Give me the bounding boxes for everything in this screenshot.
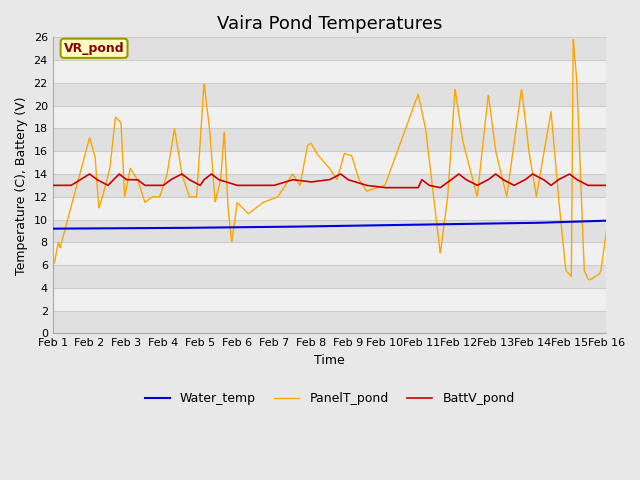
- Bar: [52, 60, 607, 83]
- Bar: [52, 242, 607, 265]
- BattV_pond: [603, 182, 611, 188]
- PanelT_pond: [603, 228, 611, 234]
- Line: Water_temp: Water_temp: [52, 221, 607, 228]
- PanelT_pond: [587, 276, 595, 282]
- Water_temp: [77, 226, 84, 231]
- Line: PanelT_pond: PanelT_pond: [52, 39, 607, 280]
- Bar: [52, 174, 607, 197]
- Text: VR_pond: VR_pond: [64, 42, 124, 55]
- PanelT_pond: [77, 167, 84, 173]
- Bar: [52, 311, 607, 334]
- BattV_pond: [207, 171, 215, 177]
- BattV_pond: [381, 185, 389, 191]
- Water_temp: [485, 221, 493, 227]
- Bar: [52, 197, 607, 219]
- BattV_pond: [485, 176, 493, 182]
- Water_temp: [318, 223, 326, 229]
- BattV_pond: [304, 179, 312, 184]
- BattV_pond: [587, 182, 595, 188]
- Bar: [52, 219, 607, 242]
- X-axis label: Time: Time: [314, 354, 345, 367]
- Title: Vaira Pond Temperatures: Vaira Pond Temperatures: [217, 15, 442, 33]
- Bar: [52, 83, 607, 106]
- Bar: [52, 37, 607, 60]
- Water_temp: [586, 218, 594, 224]
- BattV_pond: [318, 178, 326, 183]
- Water_temp: [586, 218, 594, 224]
- PanelT_pond: [587, 276, 595, 282]
- Bar: [52, 129, 607, 151]
- PanelT_pond: [485, 95, 493, 100]
- BattV_pond: [587, 182, 595, 188]
- Water_temp: [49, 226, 56, 231]
- Water_temp: [603, 218, 611, 224]
- PanelT_pond: [570, 36, 577, 42]
- Bar: [52, 265, 607, 288]
- Bar: [52, 288, 607, 311]
- Legend: Water_temp, PanelT_pond, BattV_pond: Water_temp, PanelT_pond, BattV_pond: [140, 387, 520, 410]
- Bar: [52, 106, 607, 129]
- Bar: [52, 151, 607, 174]
- Water_temp: [303, 224, 311, 229]
- PanelT_pond: [586, 277, 594, 283]
- BattV_pond: [49, 182, 56, 188]
- BattV_pond: [77, 177, 84, 182]
- PanelT_pond: [49, 260, 56, 266]
- PanelT_pond: [318, 156, 326, 162]
- Y-axis label: Temperature (C), Battery (V): Temperature (C), Battery (V): [15, 96, 28, 275]
- PanelT_pond: [303, 144, 311, 149]
- Line: BattV_pond: BattV_pond: [52, 174, 607, 188]
